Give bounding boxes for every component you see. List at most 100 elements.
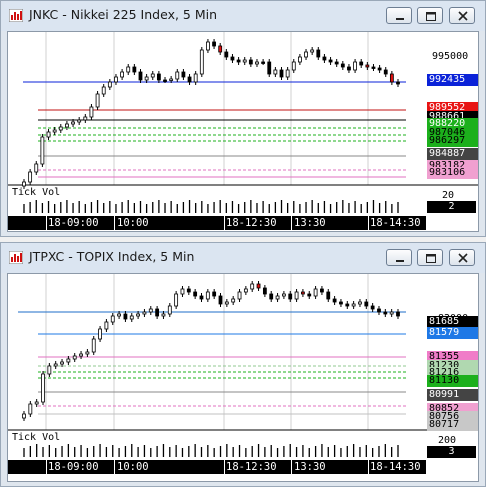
candle [267,61,272,75]
minimize-button[interactable] [386,7,412,24]
time-label: 13:30 [294,461,326,473]
candle [377,67,382,71]
candle [212,41,216,47]
candle [285,69,290,78]
candle [383,311,388,315]
candle [85,351,90,355]
time-label: 18-12:30 [226,217,277,229]
minimize-icon [396,18,404,20]
candle [181,71,186,78]
candle [126,66,131,73]
candle [77,119,82,123]
title-bar[interactable]: JTPXC - TOPIX Index, 5 Min [1,243,485,273]
price-tag: 984887 [427,148,478,160]
candle [288,293,293,300]
candle [242,59,247,63]
price-plot[interactable] [8,274,478,481]
candle [98,328,102,340]
candle [65,123,69,128]
candle [236,59,241,63]
candle [262,287,267,295]
candle [212,291,217,297]
price-plot[interactable] [8,32,478,231]
chart-app-icon [9,9,23,22]
candle [328,59,333,63]
time-label: 18-09:00 [48,217,99,229]
chart-app-icon [9,251,23,264]
candle [40,136,45,165]
close-icon [458,253,468,263]
window-title: JNKC - Nikkei 225 Index, 5 Min [29,7,218,22]
candle [383,69,388,75]
maximize-button[interactable] [417,249,443,266]
subpane-scale-value: 20 [442,190,455,201]
candle [359,61,364,66]
candle [339,301,343,305]
candle [256,283,261,289]
close-button[interactable] [449,7,475,24]
time-label: 18-12:30 [226,461,277,473]
minimize-button[interactable] [386,249,412,266]
candle [22,413,26,419]
candle [34,163,39,173]
axis-label: 995000 [432,51,469,62]
candle [180,288,185,295]
candle [347,66,351,71]
close-icon [458,11,468,21]
candle [60,361,64,365]
candle [91,338,96,353]
maximize-button[interactable] [417,7,443,24]
candle [396,311,400,317]
candle [291,61,296,71]
candle [396,81,400,85]
candle [269,293,274,300]
nikkei-chart-window: JNKC - Nikkei 225 Index, 5 Min 995000 99… [0,0,486,237]
candle [205,291,210,300]
candle [320,288,324,293]
title-bar[interactable]: JNKC - Nikkei 225 Index, 5 Min [1,1,485,31]
candle [150,73,155,78]
candle [273,69,278,75]
candle [175,71,180,80]
subpane-value-tag: 3 [427,446,476,458]
maximize-icon [426,12,436,21]
candle [351,303,356,307]
candle [117,313,121,317]
candle [304,51,308,58]
candle [129,315,134,320]
candle [120,71,124,78]
candle [371,66,376,69]
candle [230,56,235,61]
candle [156,73,161,81]
candle [138,71,143,81]
price-tag: 80991 [427,389,478,401]
candle [41,373,45,403]
time-axis: 18-09:00 10:00 18-12:30 13:30 18-14:30 [8,460,426,474]
candle [345,303,350,307]
candle [248,59,253,65]
close-button[interactable] [449,249,475,266]
subpane-scale-value: 200 [438,435,457,446]
candle [310,49,315,53]
candle [155,308,160,317]
candle [364,301,369,307]
chart-area[interactable]: 82000 81500 8168581579813558123081216811… [7,273,479,482]
candle [72,355,77,360]
candle [22,181,26,187]
candle [224,301,229,305]
candle [298,56,302,63]
candle [193,73,198,83]
candle [114,76,118,83]
candle [110,315,115,323]
candle [389,311,394,315]
candle [101,86,106,95]
candle [107,81,112,88]
candle [307,293,312,297]
chart-area[interactable]: 995000 992435 989552 988661 988220 987046 986… [7,31,479,232]
candle [332,298,337,303]
window-title: JTPXC - TOPIX Index, 5 Min [29,249,195,264]
maximize-icon [426,254,436,263]
candle [71,121,75,125]
candle [34,401,39,405]
price-tag: 81130 [427,375,478,387]
